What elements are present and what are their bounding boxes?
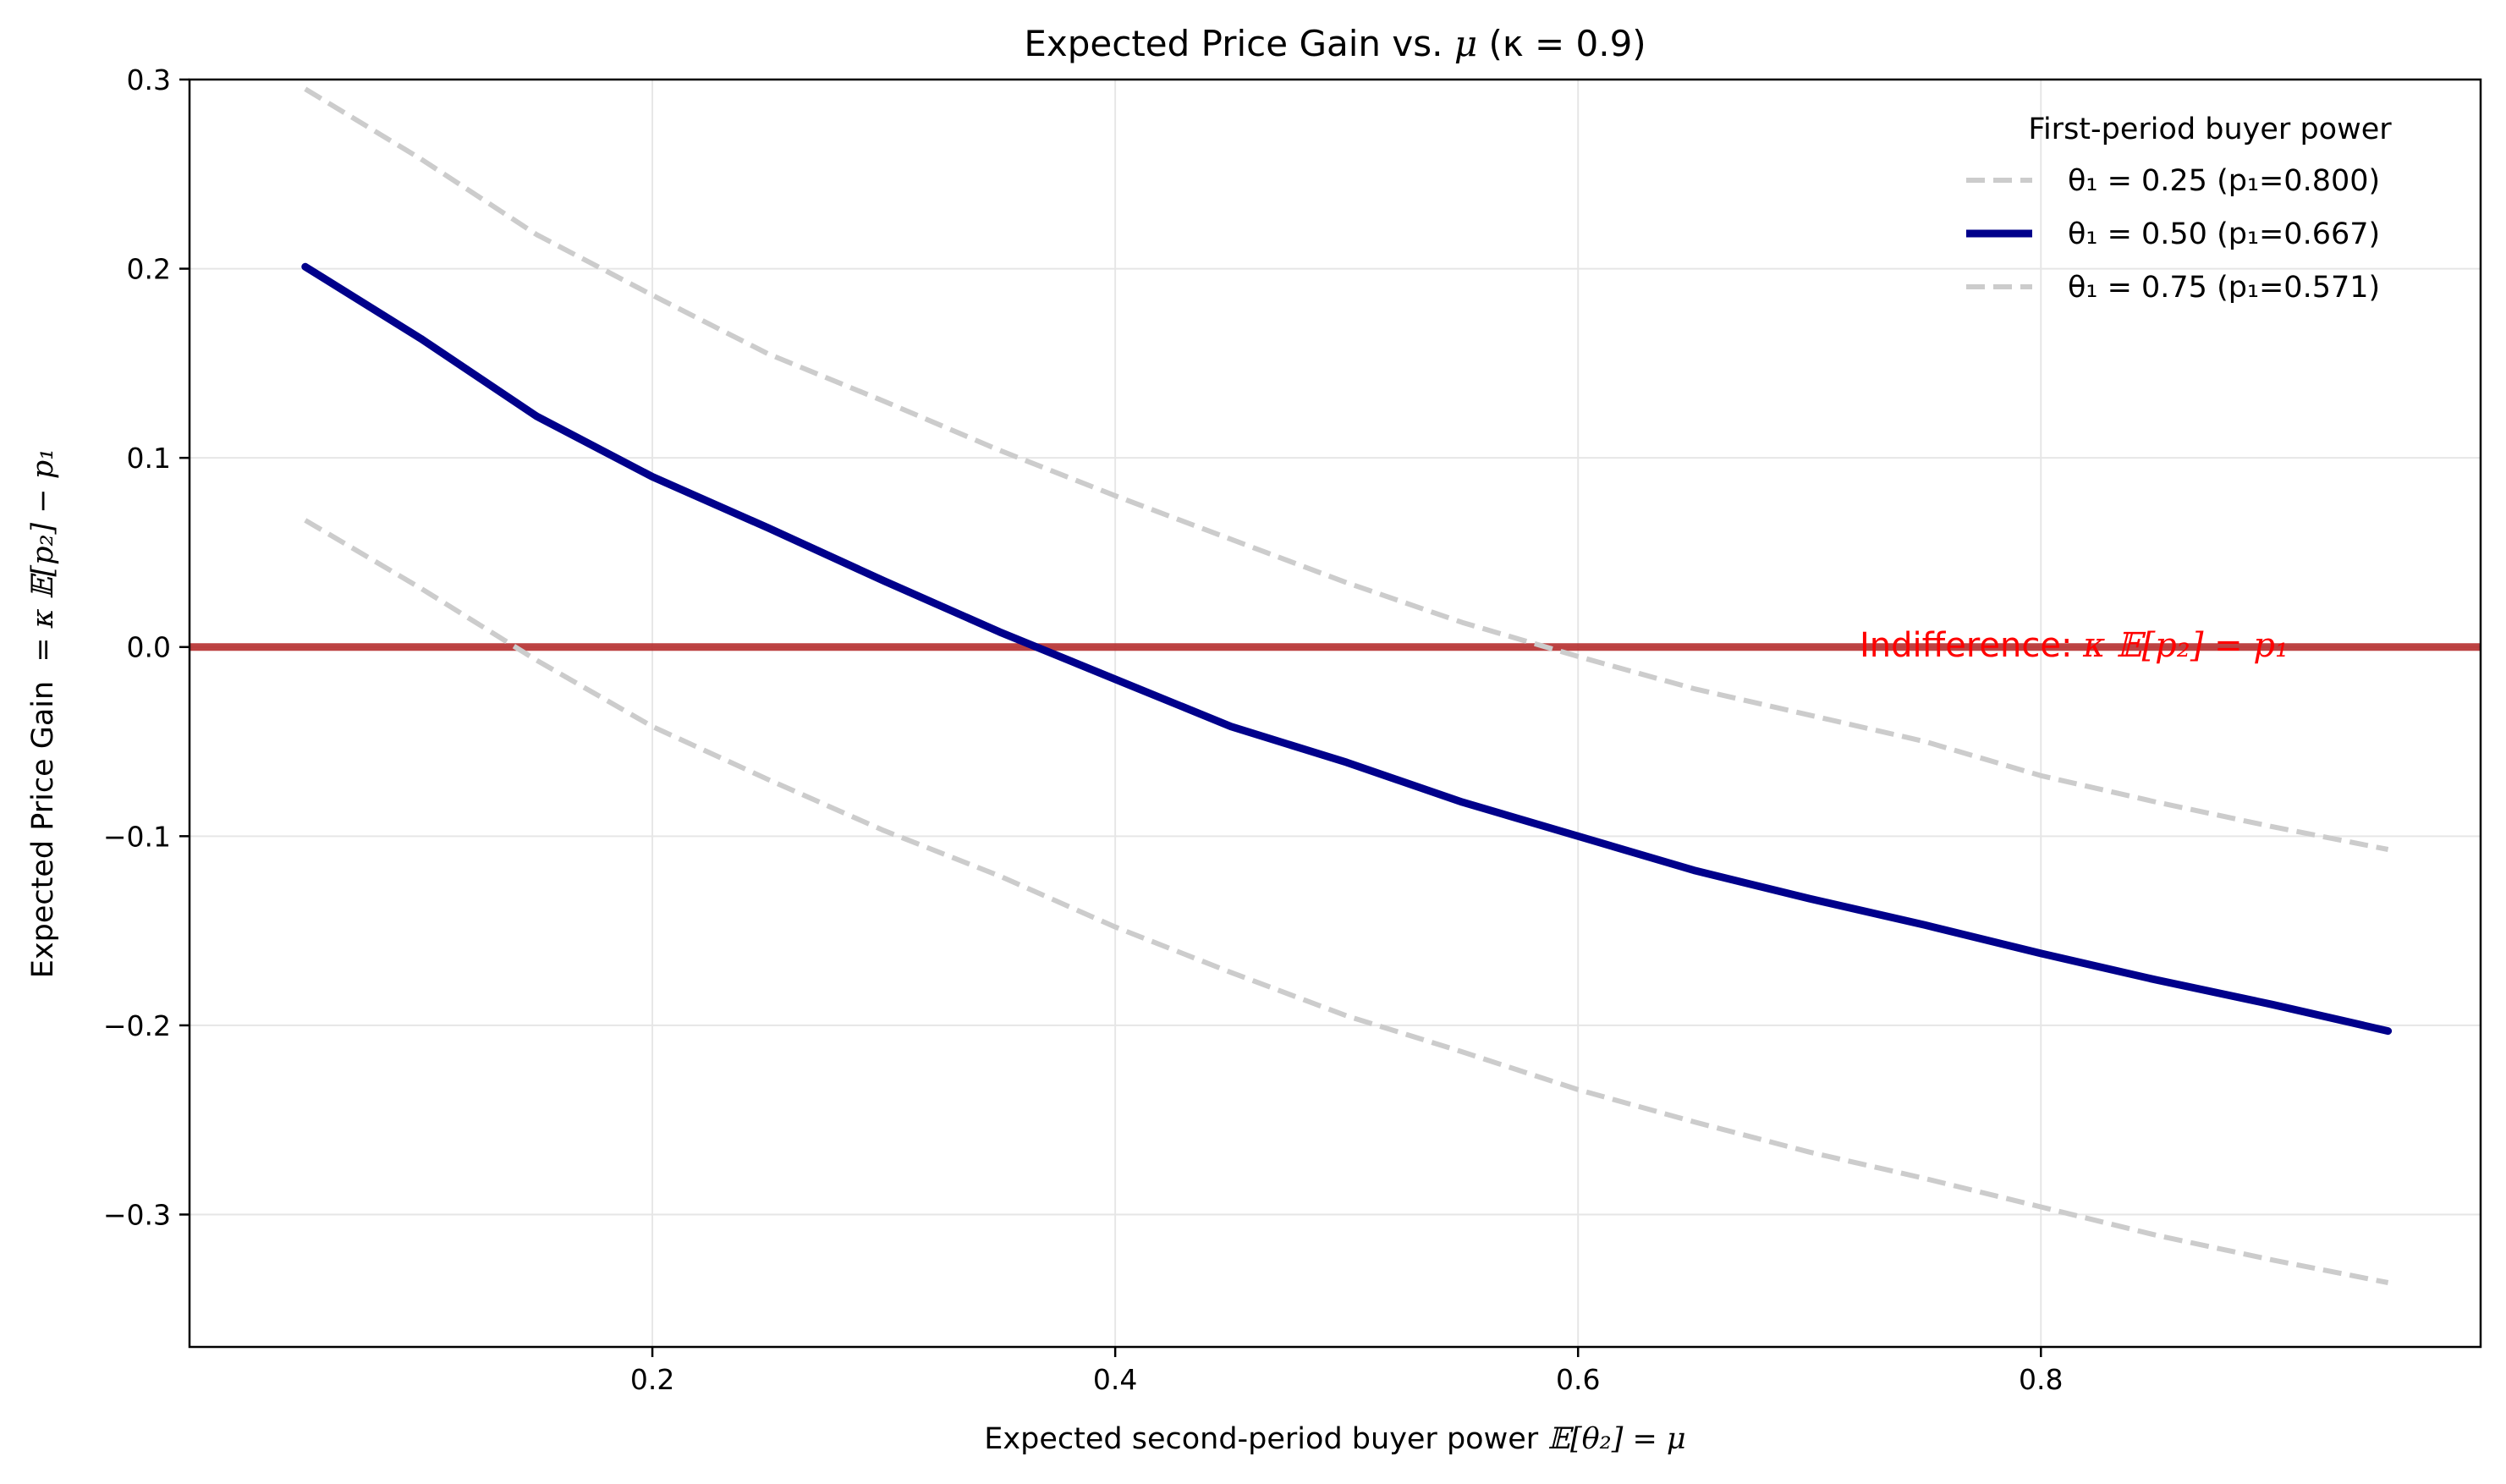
series-line-1 (301, 262, 2393, 1036)
x-tick-label: 0.6 (1556, 1363, 1600, 1396)
legend-label-2: θ₁ = 0.75 (p₁=0.571) (2068, 271, 2380, 305)
x-axis-label: Expected second-period buyer power 𝔼[θ₂]… (984, 1422, 1685, 1456)
chart-title: Expected Price Gain vs. μ (κ = 0.9) (1024, 23, 1646, 64)
y-tick-label: 0.2 (127, 253, 171, 286)
y-axis-ticks: 0.3 0.2 0.1 0.0 −0.1 −0.2 −0.3 (103, 63, 190, 1231)
legend-title: First-period buyer power (2028, 113, 2392, 146)
plot-area-frame (188, 78, 2482, 1349)
x-axis-ticks: 0.2 0.4 0.6 0.8 (630, 1347, 2064, 1396)
y-tick-label: −0.1 (103, 820, 171, 853)
legend-items: θ₁ = 0.25 (p₁=0.800) θ₁ = 0.50 (p₁=0.667)… (1966, 164, 2380, 305)
series-line-2 (304, 518, 2389, 1285)
y-tick-label: −0.3 (103, 1198, 171, 1231)
y-axis-label: Expected Price Gain= κ 𝔼[p₂] − p₁ (26, 448, 60, 978)
series-line-0 (304, 86, 2389, 852)
y-tick-label: 0.0 (127, 631, 171, 664)
legend: First-period buyer power θ₁ = 0.25 (p₁=0… (1966, 113, 2392, 305)
y-tick-label: −0.2 (103, 1009, 171, 1042)
indifference-annotation: Indifference: κ 𝔼[p₂] = p₁ (1860, 626, 2289, 665)
x-tick-label: 0.4 (1093, 1363, 1137, 1396)
series-lines (301, 86, 2393, 1285)
legend-label-0: θ₁ = 0.25 (p₁=0.800) (2068, 164, 2380, 198)
x-tick-label: 0.8 (2019, 1363, 2063, 1396)
x-tick-label: 0.2 (630, 1363, 674, 1396)
legend-label-1: θ₁ = 0.50 (p₁=0.667) (2068, 217, 2380, 251)
y-tick-label: 0.3 (127, 63, 171, 96)
y-tick-label: 0.1 (127, 442, 171, 475)
